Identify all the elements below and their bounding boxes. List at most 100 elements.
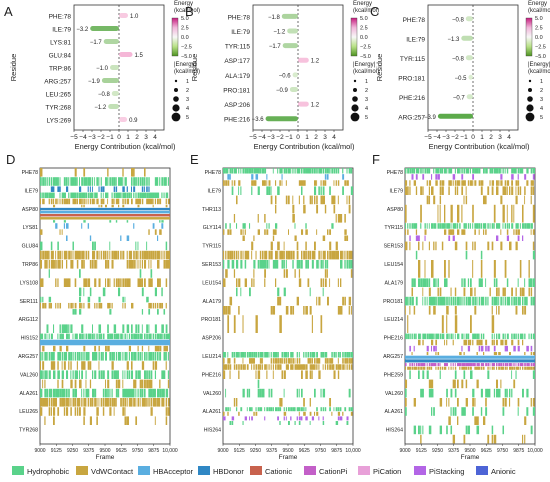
interaction-mark <box>262 358 263 364</box>
interaction-mark <box>89 198 92 205</box>
interaction-mark <box>522 296 524 306</box>
interaction-mark <box>240 168 242 174</box>
interaction-mark <box>487 363 489 367</box>
size-legend-dot <box>525 112 535 122</box>
interaction-mark <box>98 204 100 208</box>
x-tick-label: 9375 <box>266 448 277 454</box>
interaction-mark <box>298 421 301 425</box>
interaction-mark <box>309 421 311 425</box>
interaction-mark <box>450 296 453 306</box>
interaction-mark <box>72 177 75 186</box>
interaction-mark <box>407 168 409 174</box>
colorbar <box>525 17 533 57</box>
interaction-mark <box>141 388 144 398</box>
interaction-mark <box>251 352 254 358</box>
interaction-mark <box>257 229 260 235</box>
interaction-mark <box>120 398 122 407</box>
residue-label: TRP86 <box>22 262 38 268</box>
interaction-mark <box>120 278 122 287</box>
interaction-mark <box>92 324 94 333</box>
interaction-mark <box>422 174 425 180</box>
interaction-mark <box>126 192 129 199</box>
interaction-mark <box>457 333 460 340</box>
interaction-mark <box>225 250 227 260</box>
interaction-mark <box>452 366 454 370</box>
interaction-mark <box>337 352 340 358</box>
interaction-mark <box>457 180 460 186</box>
size-legend-label: 3 <box>365 97 368 103</box>
interaction-mark <box>115 333 119 340</box>
interaction-mark <box>463 339 467 346</box>
interaction-mark <box>405 363 407 367</box>
interaction-mark <box>70 324 73 333</box>
interaction-mark <box>144 379 146 389</box>
interaction-mark <box>55 278 57 287</box>
interaction-mark <box>487 366 489 370</box>
interaction-mark <box>76 250 80 260</box>
interaction-mark <box>465 379 468 389</box>
interaction-mark <box>337 168 340 174</box>
interaction-mark <box>72 398 75 407</box>
residue-label: HIS264 <box>204 428 221 434</box>
interaction-mark <box>463 363 466 367</box>
interaction-mark <box>522 333 524 340</box>
interaction-mark <box>122 198 124 205</box>
interaction-mark <box>524 278 526 287</box>
interaction-mark <box>511 366 514 370</box>
interaction-mark <box>44 398 47 407</box>
interaction-mark <box>233 364 236 370</box>
interaction-mark <box>148 177 150 186</box>
interaction-mark <box>150 260 152 269</box>
interaction-mark <box>50 198 53 205</box>
interaction-mark <box>511 287 513 297</box>
interaction-mark <box>268 260 270 269</box>
interaction-mark <box>105 204 107 208</box>
interaction-mark <box>48 352 51 361</box>
interaction-mark <box>113 370 117 379</box>
interaction-mark <box>433 241 435 251</box>
interaction-mark <box>413 223 417 229</box>
interaction-mark <box>229 370 231 379</box>
interaction-mark <box>92 186 93 192</box>
interaction-mark <box>255 407 257 412</box>
interaction-mark <box>522 168 524 174</box>
interaction-mark <box>461 204 463 223</box>
interaction-mark <box>242 229 244 235</box>
interaction-mark <box>472 388 475 398</box>
interaction-mark <box>298 388 300 398</box>
interaction-mark <box>98 370 101 379</box>
interaction-mark <box>346 250 349 260</box>
panel-letter: D <box>6 152 15 167</box>
interaction-mark <box>227 260 230 269</box>
residue-label: ALA261 <box>20 391 39 397</box>
interaction-mark <box>305 260 308 269</box>
interaction-mark <box>272 352 276 358</box>
x-tick-label: 9000 <box>399 448 410 454</box>
interaction-mark <box>55 302 57 309</box>
interaction-mark <box>144 186 145 192</box>
interaction-mark <box>76 407 79 416</box>
legend-label: PiStacking <box>429 467 464 476</box>
interaction-mark <box>511 388 513 398</box>
interaction-mark <box>126 361 129 370</box>
colorbar-tick-label: 2.5 <box>535 26 543 32</box>
interaction-mark <box>292 204 295 214</box>
interaction-mark <box>515 168 517 174</box>
interaction-mark <box>150 269 153 278</box>
interaction-mark <box>165 324 168 333</box>
interaction-mark <box>509 388 511 398</box>
interaction-mark <box>307 250 310 260</box>
interaction-mark <box>152 352 155 361</box>
interaction-mark <box>524 363 526 367</box>
interaction-mark <box>472 241 474 251</box>
interaction-mark <box>135 241 137 251</box>
interaction-mark <box>107 198 109 205</box>
interaction-mark <box>46 388 49 398</box>
interaction-mark <box>452 229 455 235</box>
interaction-mark <box>420 223 422 229</box>
interaction-mark <box>87 302 91 309</box>
interaction-mark <box>487 241 490 251</box>
interaction-mark <box>154 361 158 370</box>
interaction-mark <box>509 241 512 251</box>
interaction-mark <box>433 306 436 315</box>
